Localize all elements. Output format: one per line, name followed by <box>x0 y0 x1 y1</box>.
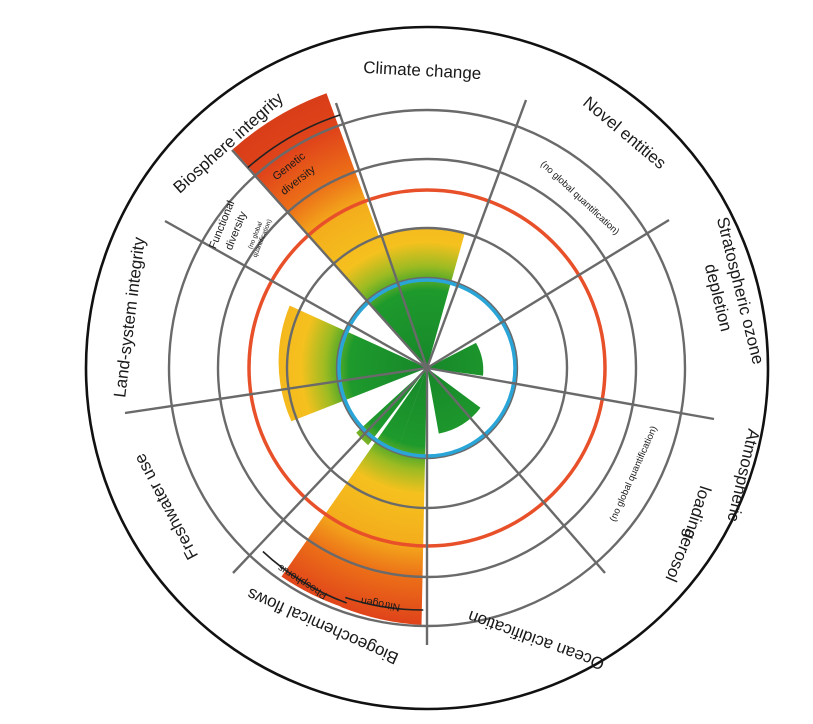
divider-8 <box>124 366 428 415</box>
divider-3 <box>426 218 670 370</box>
divider-7 <box>232 367 428 574</box>
wedge-stratospheric-ozone <box>427 342 484 376</box>
wedge-climate-change <box>376 228 465 368</box>
wedge-genetic-diversity <box>232 93 427 369</box>
divider-5 <box>426 367 606 574</box>
cell-dividers <box>247 114 424 611</box>
divider-biosphere-split <box>231 149 428 369</box>
divider-9 <box>164 219 428 370</box>
genetic-cell-arc <box>247 114 341 169</box>
divider-1 <box>334 102 429 369</box>
wedges <box>232 93 484 625</box>
sector-dividers <box>124 99 715 645</box>
outer-rim <box>84 25 770 711</box>
phosphorus-cell-arc <box>262 550 347 604</box>
wedge-nitrogen <box>340 368 427 625</box>
nitrogen-cell-arc <box>345 596 424 611</box>
wedge-land-system <box>278 305 427 422</box>
divider-4 <box>426 366 715 421</box>
divider-2 <box>425 99 528 369</box>
